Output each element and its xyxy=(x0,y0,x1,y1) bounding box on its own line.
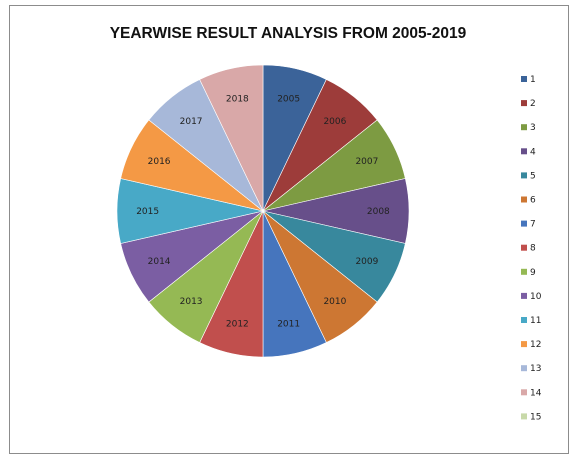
legend-label-5: 5 xyxy=(530,171,536,181)
legend-label-15: 15 xyxy=(530,412,541,422)
legend-label-14: 14 xyxy=(530,388,542,398)
legend-swatch-5 xyxy=(521,172,527,179)
legend-swatch-2 xyxy=(521,100,527,107)
slice-label-2009: 2009 xyxy=(355,257,378,267)
legend-swatch-7 xyxy=(521,220,527,227)
legend-label-2: 2 xyxy=(530,99,536,109)
pie-slices xyxy=(116,64,410,358)
slice-label-2016: 2016 xyxy=(148,157,171,167)
legend-swatch-10 xyxy=(521,292,527,299)
legend-swatch-1 xyxy=(521,76,527,82)
legend-swatch-8 xyxy=(521,244,527,251)
slice-label-2006: 2006 xyxy=(323,117,346,127)
pie-slice-labels: 2005 2006 2007 2008 2009 2010 2011 2012 2013 2014… xyxy=(136,95,390,330)
slice-label-2008: 2008 xyxy=(367,207,390,217)
slice-label-2015: 2015 xyxy=(136,207,159,217)
legend-swatch-15 xyxy=(521,413,527,420)
slice-label-2013: 2013 xyxy=(180,297,203,307)
legend-label-7: 7 xyxy=(530,220,536,230)
slice-label-2012: 2012 xyxy=(226,319,249,329)
legend-label-8: 8 xyxy=(530,244,536,254)
slice-label-2007: 2007 xyxy=(355,157,378,167)
legend-label-4: 4 xyxy=(530,147,536,157)
legend-swatch-9 xyxy=(521,268,527,275)
slice-label-2011: 2011 xyxy=(277,319,300,329)
legend-swatch-3 xyxy=(521,124,527,131)
slice-label-2005: 2005 xyxy=(277,95,300,105)
legend-label-12: 12 xyxy=(530,340,541,350)
slice-label-2017: 2017 xyxy=(180,117,203,127)
slice-label-2010: 2010 xyxy=(323,297,346,307)
legend-swatch-4 xyxy=(521,148,527,155)
slice-label-2014: 2014 xyxy=(148,257,171,267)
legend-swatch-11 xyxy=(521,317,527,323)
pie-slice-2018 xyxy=(199,64,264,212)
legend-label-9: 9 xyxy=(530,268,536,278)
legend-swatch-14 xyxy=(521,389,527,396)
legend-label-1: 1 xyxy=(530,75,536,85)
legend-swatch-13 xyxy=(521,365,527,372)
legend-label-3: 3 xyxy=(530,123,536,133)
legend-label-6: 6 xyxy=(530,196,536,206)
legend-label-10: 10 xyxy=(530,292,542,302)
legend-swatch-6 xyxy=(521,196,527,203)
chart-title: YEARWISE RESULT ANALYSIS FROM 2005-2019 xyxy=(110,25,467,42)
legend-label-13: 13 xyxy=(530,364,541,374)
legend-label-11: 11 xyxy=(530,316,541,326)
slice-label-2018: 2018 xyxy=(226,95,249,105)
legend-swatch-12 xyxy=(521,341,527,348)
